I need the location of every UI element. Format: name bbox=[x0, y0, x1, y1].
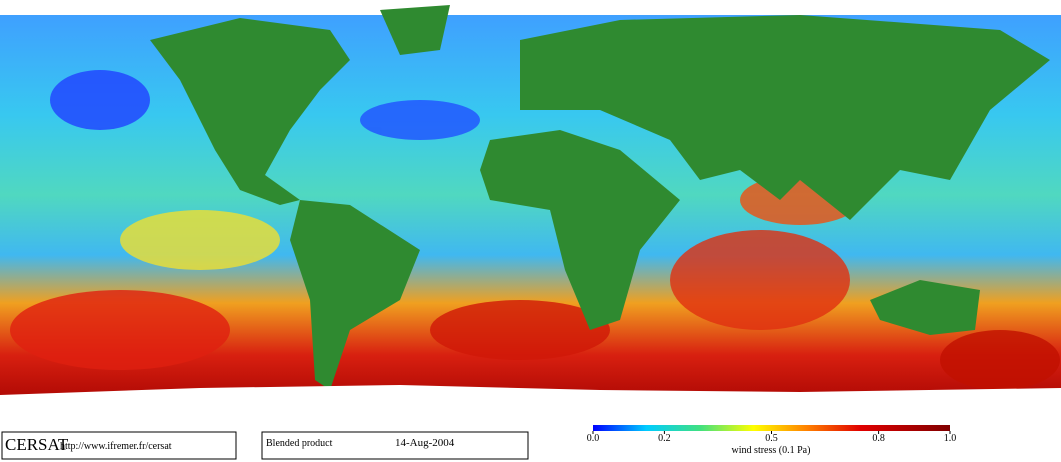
product-box bbox=[261, 431, 529, 460]
colorbar bbox=[593, 425, 950, 431]
colorbar-tick-label: 0.8 bbox=[872, 433, 885, 444]
antarctica bbox=[0, 385, 1061, 418]
colorbar-tick-label: 0.2 bbox=[658, 433, 671, 444]
colorbar-tick-label: 0.0 bbox=[587, 433, 600, 444]
url: http://www.ifremer.fr/cersat bbox=[60, 441, 172, 452]
logo: CERSAT bbox=[5, 435, 69, 454]
colorbar-label: wind stress (0.1 Pa) bbox=[732, 445, 811, 456]
colorbar-tick-label: 0.5 bbox=[765, 433, 778, 444]
continents bbox=[150, 5, 1050, 390]
colorbar-tick-label: 1.0 bbox=[944, 433, 957, 444]
logo-box bbox=[1, 431, 237, 460]
product: Blended product bbox=[266, 438, 333, 449]
date: 14-Aug-2004 bbox=[395, 437, 455, 449]
